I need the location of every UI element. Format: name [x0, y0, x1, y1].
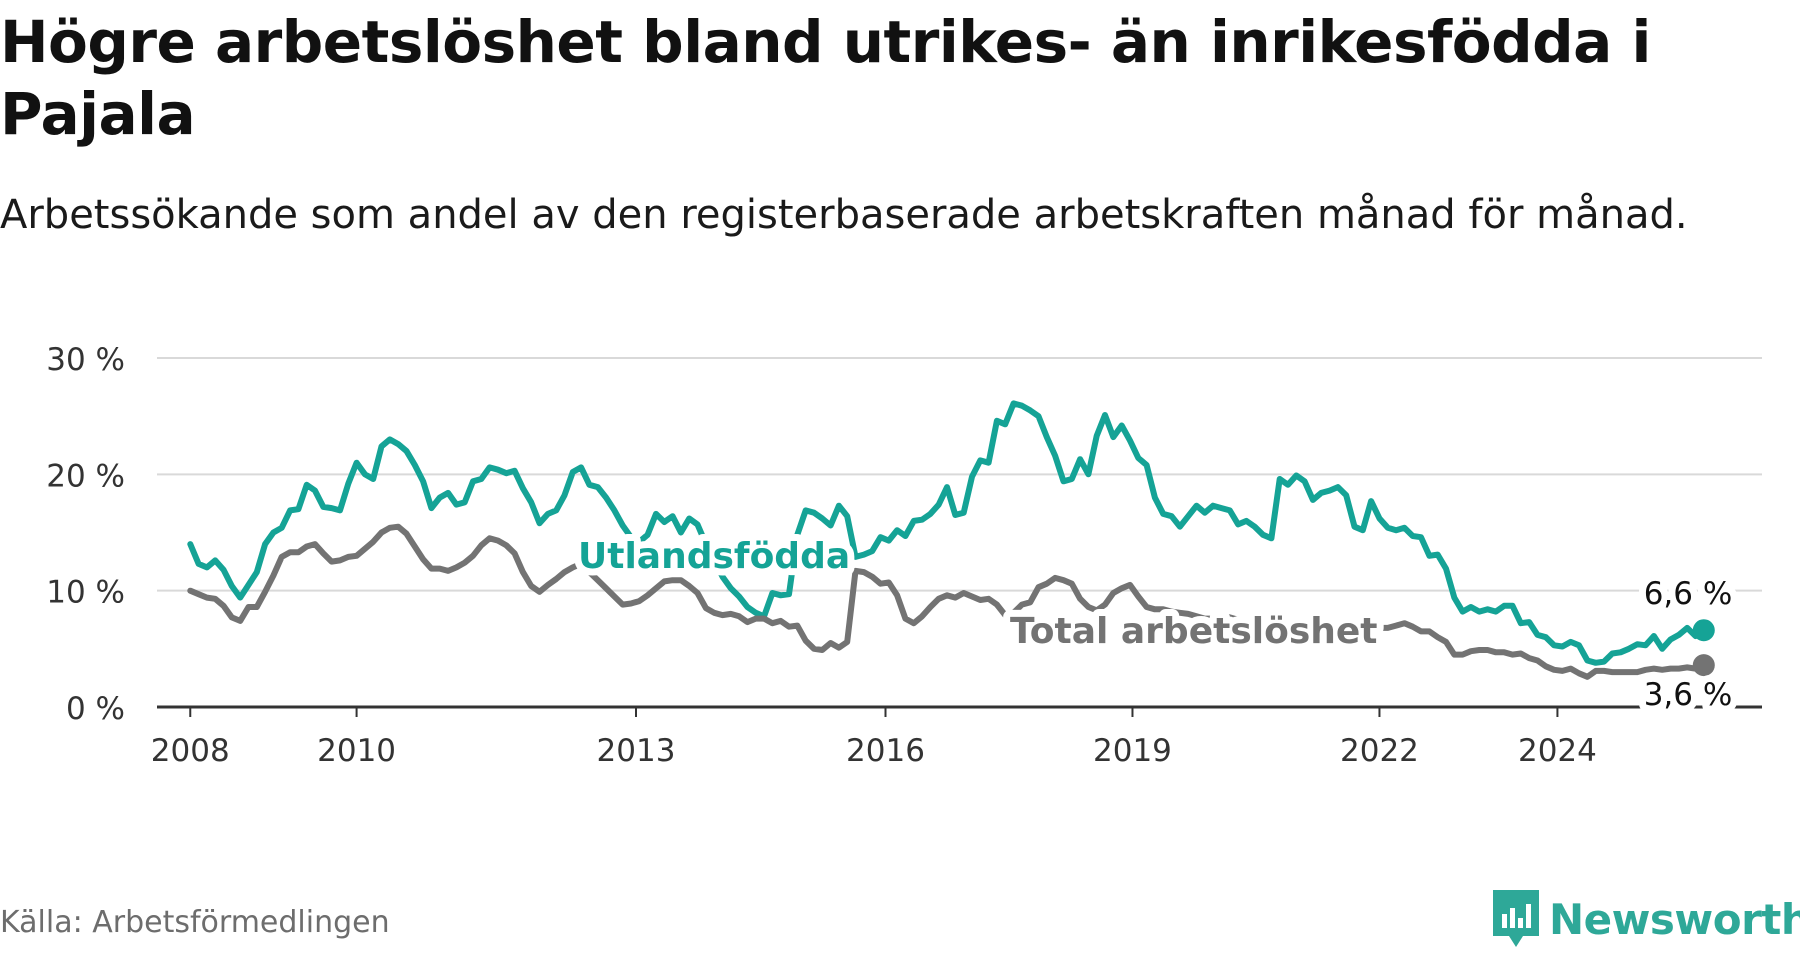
end-label-total-halo: 3,6 %: [1644, 677, 1733, 713]
series-label-utlandsfodda: Utlandsfödda: [578, 536, 850, 577]
chart-subtitle: Arbetssökande som andel av den registerb…: [0, 192, 1688, 238]
series-line-utlandsfodda: [187, 400, 1707, 666]
end-label-utlandsfodda: 6,6 %: [1644, 576, 1733, 612]
brand[interactable]: Newsworthy: [1493, 884, 1800, 954]
series-label-total: Total arbetslöshet: [1010, 611, 1378, 652]
series-end-point: [1692, 654, 1715, 677]
x-tick-label: 2024: [1518, 733, 1597, 769]
x-tick-label: 2013: [597, 733, 676, 769]
brand-name: Newsworthy: [1549, 894, 1800, 944]
x-tick-label: 2022: [1340, 733, 1419, 769]
end-label-total: 3,6 %: [1644, 677, 1733, 713]
series-end-point: [1692, 619, 1715, 642]
x-tick-label: 2008: [151, 733, 230, 769]
newsworthy-logo-icon: [1493, 890, 1539, 947]
y-tick-label: 30 %: [46, 342, 125, 378]
x-tick-label: 2016: [846, 733, 925, 769]
end-label-utlandsfodda-halo: 6,6 %: [1644, 576, 1733, 612]
gridlines: [157, 357, 1762, 592]
source-note: Källa: Arbetsförmedlingen: [0, 905, 390, 940]
y-tick-label: 20 %: [46, 458, 125, 494]
x-tick-label: 2019: [1093, 733, 1172, 769]
x-tick-label: 2010: [317, 733, 396, 769]
y-tick-label: 0 %: [66, 691, 125, 727]
series-lines: [187, 400, 1715, 680]
series-line-total: [187, 523, 1707, 680]
axes: 0 % 10 % 20 % 30 % 2008 2010 2013 2016 2019 2022 2…: [46, 342, 1762, 769]
series-label-total-halo: Total arbetslöshet: [1010, 611, 1378, 652]
chart-title: Högre arbetslöshet bland utrikes- än inr…: [0, 8, 1651, 148]
y-tick-label: 10 %: [46, 575, 125, 611]
series-label-utlandsfodda-halo: Utlandsfödda: [578, 536, 850, 577]
